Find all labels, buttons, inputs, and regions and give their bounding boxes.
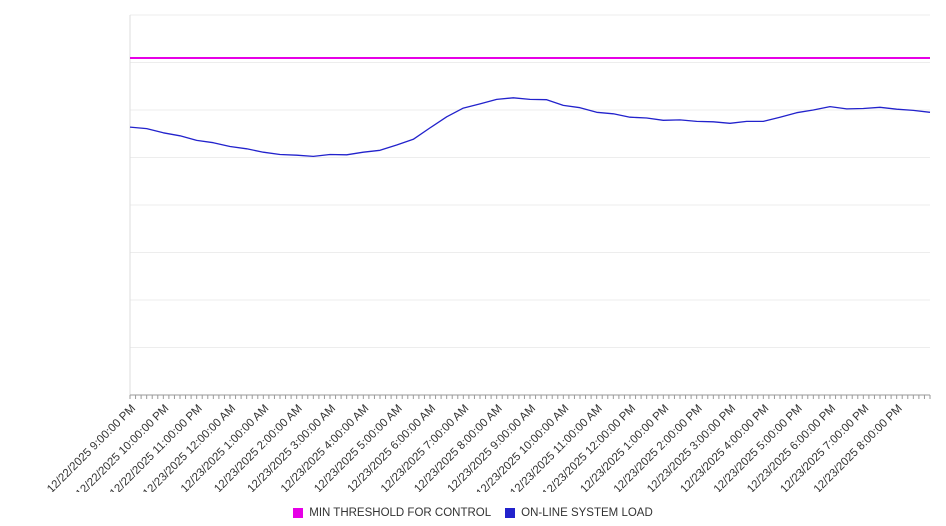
- online-system-load-swatch: [505, 508, 516, 518]
- legend-item-min-threshold: MIN THRESHOLD FOR CONTROL: [293, 507, 491, 519]
- legend-item-online-system-load: ON-LINE SYSTEM LOAD: [505, 507, 653, 519]
- online-system-load-legend-label: ON-LINE SYSTEM LOAD: [521, 507, 653, 519]
- chart-legend: MIN THRESHOLD FOR CONTROL ON-LINE SYSTEM…: [0, 507, 946, 519]
- online-system-load-line: [129, 97, 931, 158]
- min-threshold-legend-label: MIN THRESHOLD FOR CONTROL: [309, 507, 492, 519]
- min-threshold-swatch: [293, 508, 304, 518]
